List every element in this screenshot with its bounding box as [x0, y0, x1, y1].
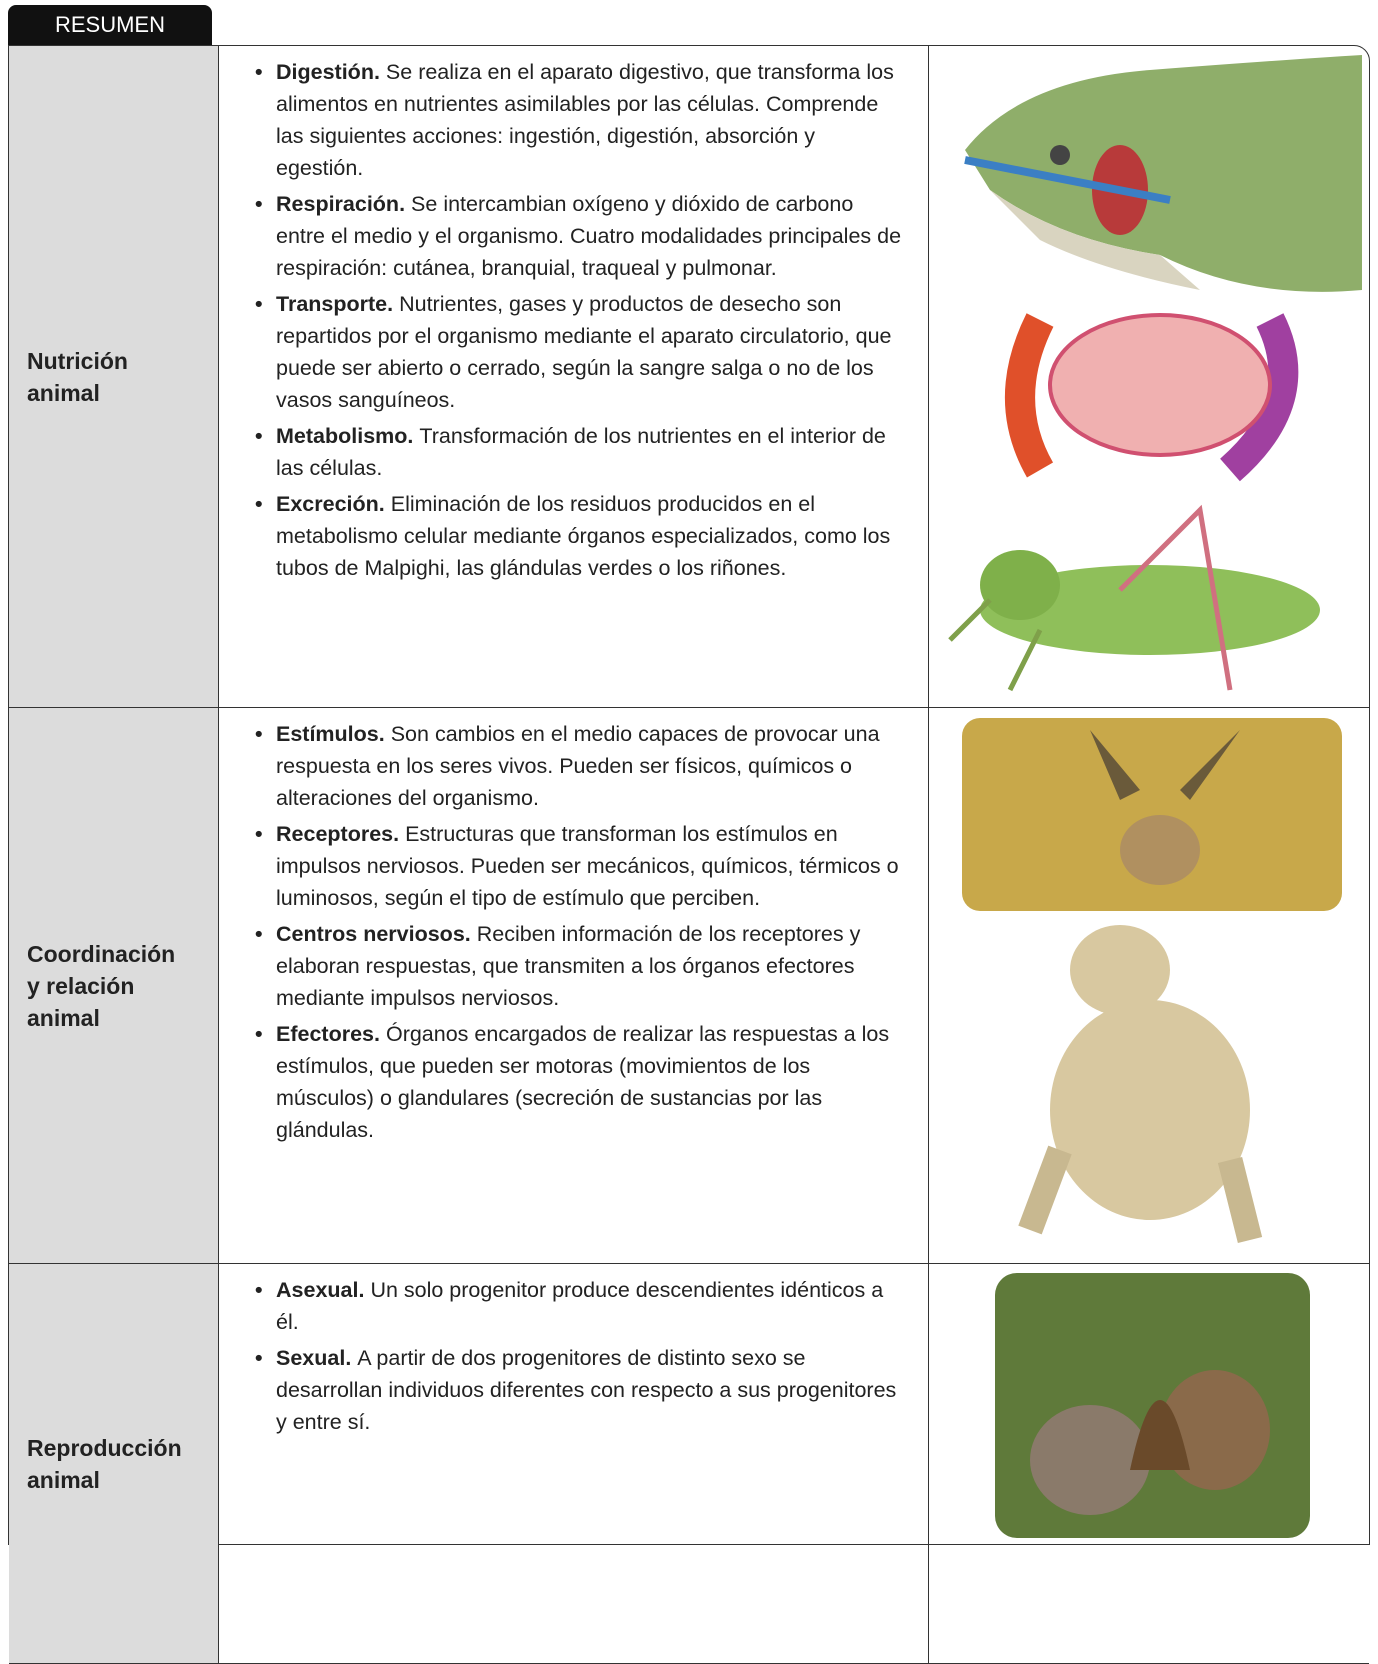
label-line: Reproducción — [27, 1434, 182, 1461]
item-term: Transporte. — [276, 292, 394, 316]
bullet-item: Sexual.A partir de dos progenitores de d… — [255, 1342, 908, 1438]
label-line: y relación — [27, 972, 135, 999]
item-text: Eliminación de los residuos producidos e… — [276, 492, 891, 580]
page: RESUMEN Nutrición animal Digestión.Se real… — [0, 0, 1378, 1538]
row-body: Asexual.Un solo progenitor produce desce… — [219, 1264, 929, 1663]
row-label: Nutrición animal — [9, 46, 219, 707]
table-row: Nutrición animal Digestión.Se realiza en e… — [9, 46, 1369, 708]
label-line: Coordinación — [27, 940, 176, 967]
row-label: Coordinación y relación animal — [9, 708, 219, 1263]
label-line: Nutrición — [27, 347, 128, 374]
label-line: animal — [27, 379, 100, 406]
bullet-item: Centros nerviosos.Reciben información de… — [255, 918, 908, 1014]
label-line: animal — [27, 1466, 100, 1493]
section-tab: RESUMEN — [8, 5, 212, 45]
bullet-item: Efectores.Órganos encargados de realizar… — [255, 1018, 908, 1146]
bullet-item: Receptores.Estructuras que transforman l… — [255, 818, 908, 914]
item-text: Transformación de los nutrientes en el i… — [276, 424, 886, 480]
item-text: Un solo progenitor produce descendientes… — [276, 1278, 884, 1334]
item-term: Sexual. — [276, 1346, 352, 1370]
item-term: Metabolismo. — [276, 424, 414, 448]
label-line: animal — [27, 1004, 100, 1031]
item-term: Efectores. — [276, 1022, 380, 1046]
table-row: Reproducción animal Asexual.Un solo progen… — [9, 1264, 1369, 1664]
item-text: Nutrientes, gases y productos de desecho… — [276, 292, 892, 412]
item-text: Se intercambian oxígeno y dióxido de car… — [276, 192, 902, 280]
summary-table: Nutrición animal Digestión.Se realiza en e… — [8, 45, 1370, 1664]
item-term: Excreción. — [276, 492, 385, 516]
row-label: Reproducción animal — [9, 1264, 219, 1663]
item-text: Estructuras que transforman los estímulo… — [276, 822, 899, 910]
item-text: A partir de dos progenitores de distinto… — [276, 1346, 897, 1434]
row-body: Digestión.Se realiza en el aparato diges… — [219, 46, 929, 707]
item-text: Reciben información de los receptores y … — [276, 922, 861, 1010]
item-term: Centros nerviosos. — [276, 922, 471, 946]
row-body: Estímulos.Son cambios en el medio capace… — [219, 708, 929, 1263]
bullet-item: Respiración.Se intercambian oxígeno y di… — [255, 188, 908, 284]
item-term: Estímulos. — [276, 722, 385, 746]
bullet-item: Digestión.Se realiza en el aparato diges… — [255, 56, 908, 184]
bullet-item: Estímulos.Son cambios en el medio capace… — [255, 718, 908, 814]
item-term: Asexual. — [276, 1278, 365, 1302]
item-text: Órganos encargados de realizar las respu… — [276, 1022, 890, 1142]
item-text: Son cambios en el medio capaces de provo… — [276, 722, 880, 810]
item-term: Digestión. — [276, 60, 380, 84]
bullet-item: Asexual.Un solo progenitor produce desce… — [255, 1274, 908, 1338]
table-row: Coordinación y relación animal Estímulos.So… — [9, 708, 1369, 1264]
item-term: Respiración. — [276, 192, 406, 216]
bullet-item: Transporte.Nutrientes, gases y productos… — [255, 288, 908, 416]
bullet-item: Metabolismo.Transformación de los nutrie… — [255, 420, 908, 484]
item-text: Se realiza en el aparato digestivo, que … — [276, 60, 894, 180]
bullet-item: Excreción.Eliminación de los residuos pr… — [255, 488, 908, 584]
item-term: Receptores. — [276, 822, 400, 846]
